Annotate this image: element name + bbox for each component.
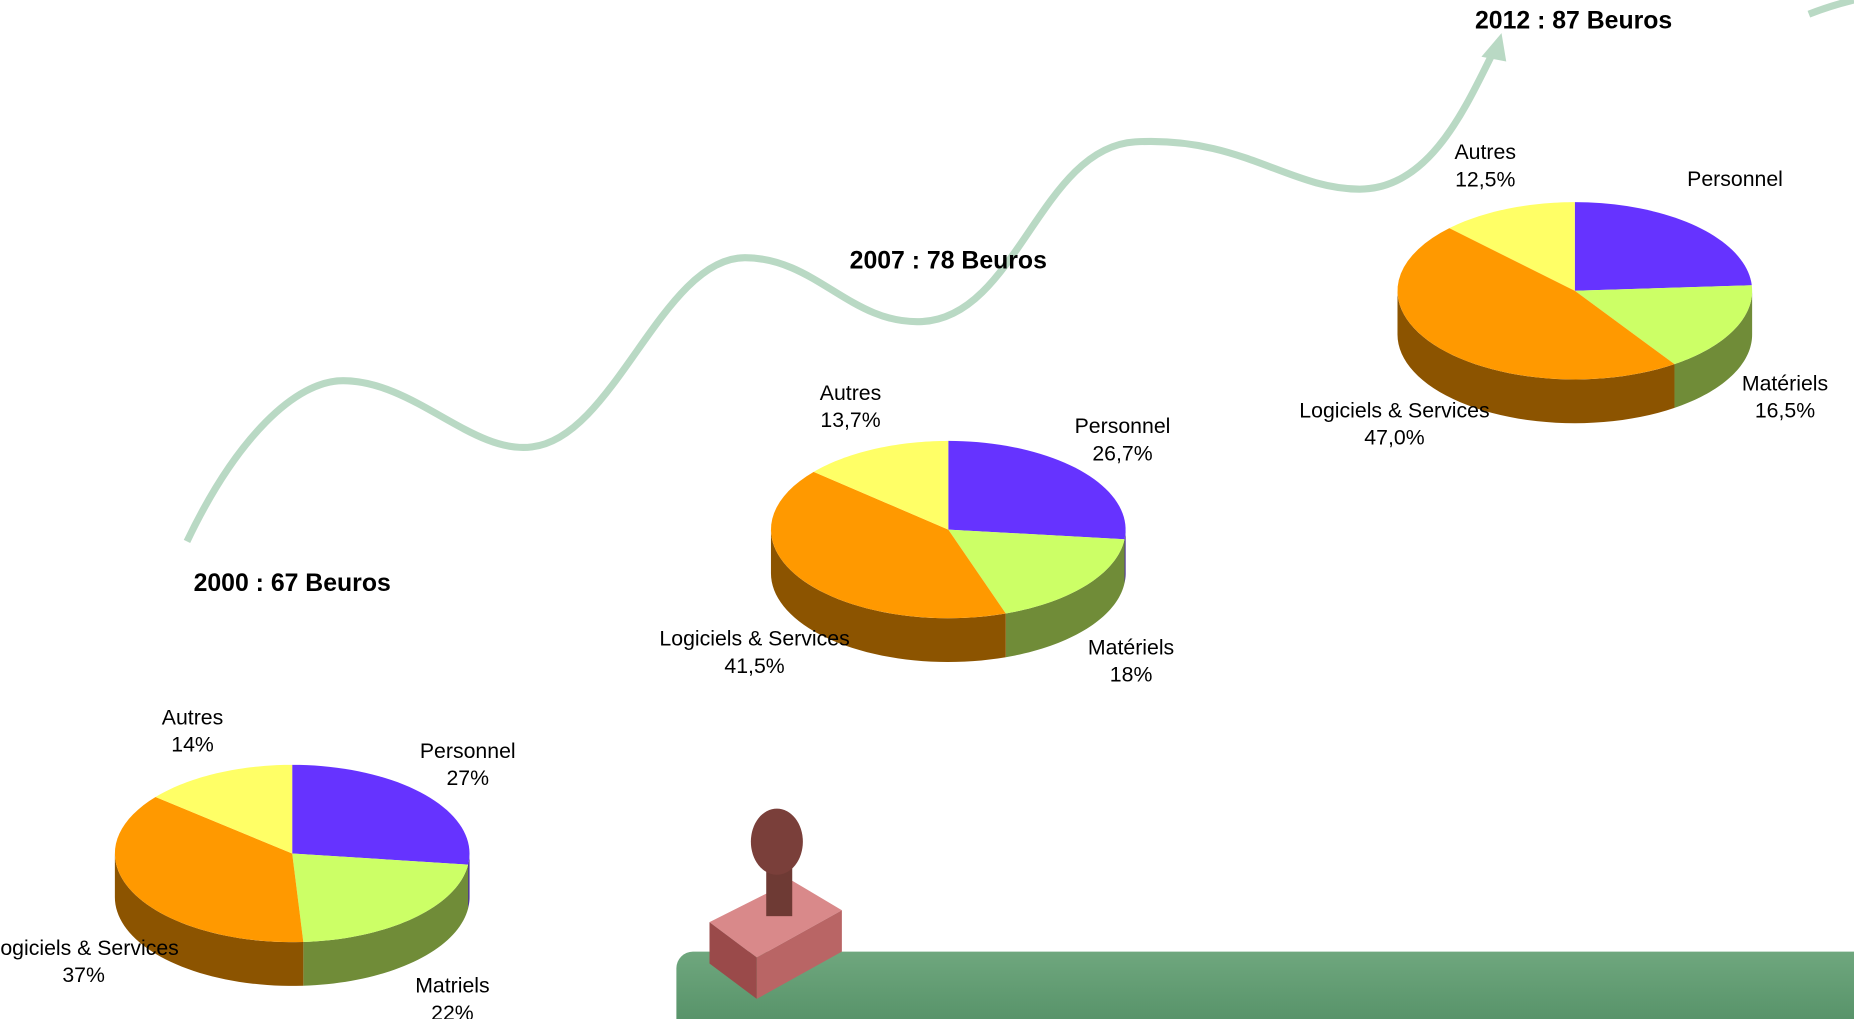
slice-value-label: 13,7% — [820, 408, 880, 432]
pie-slice — [1574, 202, 1752, 291]
slice-value-label: 37% — [62, 963, 105, 987]
pie-wall — [114, 853, 304, 986]
pie-tops — [114, 764, 470, 943]
pie-walls — [1397, 290, 1753, 424]
pie-labels: Personnel Matériels 16,5% Logiciels & Servi… — [1299, 140, 1828, 449]
pie-walls — [114, 853, 470, 986]
growth-curve — [183, 45, 1499, 543]
pie-slice — [948, 440, 1126, 540]
slice-label: Matériels — [1742, 371, 1828, 395]
banner — [676, 951, 1854, 1024]
pie-slice — [114, 796, 304, 943]
slice-label: Personnel — [420, 739, 516, 763]
pie-tops — [1397, 202, 1753, 380]
stamp-icon — [709, 808, 842, 999]
pie-walls — [770, 529, 1126, 662]
slice-value-label: 27% — [446, 766, 489, 790]
pie-slice — [155, 764, 293, 854]
pie-wall — [1005, 539, 1125, 658]
pie-slice — [813, 440, 949, 530]
arrow-head — [1481, 33, 1507, 62]
pie-wall — [1124, 529, 1126, 583]
pie-slice — [1397, 228, 1675, 380]
pie-labels: Personnel 27% Matriels 22% Logiciels & Servi… — [0, 705, 516, 1024]
slice-label: Personnel — [1687, 167, 1783, 191]
slice-label: Matériels — [1088, 635, 1174, 659]
pie-wall — [1674, 290, 1753, 408]
slice-label: Logiciels & Services — [659, 627, 849, 651]
slice-value-label: 14% — [171, 733, 214, 757]
pie-slice — [948, 529, 1125, 614]
slice-label: Matriels — [415, 974, 489, 998]
pie-wall — [303, 864, 469, 986]
pie-wall — [468, 853, 470, 909]
pie-slice — [1449, 202, 1575, 291]
pie-wall — [770, 529, 1006, 662]
arrow-tail — [1807, 0, 1854, 18]
slice-value-label: 16,5% — [1755, 398, 1815, 422]
slice-value-label: 12,5% — [1455, 167, 1515, 191]
slice-label: Autres — [162, 705, 223, 729]
slice-value-label: 41,5% — [724, 654, 784, 678]
slice-label: Autres — [1455, 140, 1516, 164]
pie-title: 2012 : 87 Beuros — [1475, 7, 1672, 34]
slice-label: Logiciels & Services — [0, 936, 179, 960]
pie-title: 2000 : 67 Beuros — [194, 570, 391, 597]
pie-slice — [292, 853, 469, 942]
pie-slice — [770, 471, 1006, 619]
pie-tops — [770, 440, 1126, 619]
slice-value-label: 47,0% — [1364, 426, 1424, 450]
pie-slice — [292, 764, 470, 865]
slice-value-label: 26,7% — [1092, 441, 1152, 465]
slice-value-label: 18% — [1110, 663, 1153, 687]
slice-label: Autres — [820, 381, 881, 405]
slice-label: Personnel — [1075, 414, 1171, 438]
slice-label: Logiciels & Services — [1299, 398, 1489, 422]
pie-labels: Personnel 26,7% Matériels 18% Logiciels & Se… — [659, 381, 1174, 687]
pie-title: 2007 : 78 Beuros — [850, 247, 1047, 274]
pie-wall — [1397, 290, 1675, 424]
slice-value-label: 22% — [431, 1001, 474, 1019]
pie-slice — [1574, 285, 1753, 365]
